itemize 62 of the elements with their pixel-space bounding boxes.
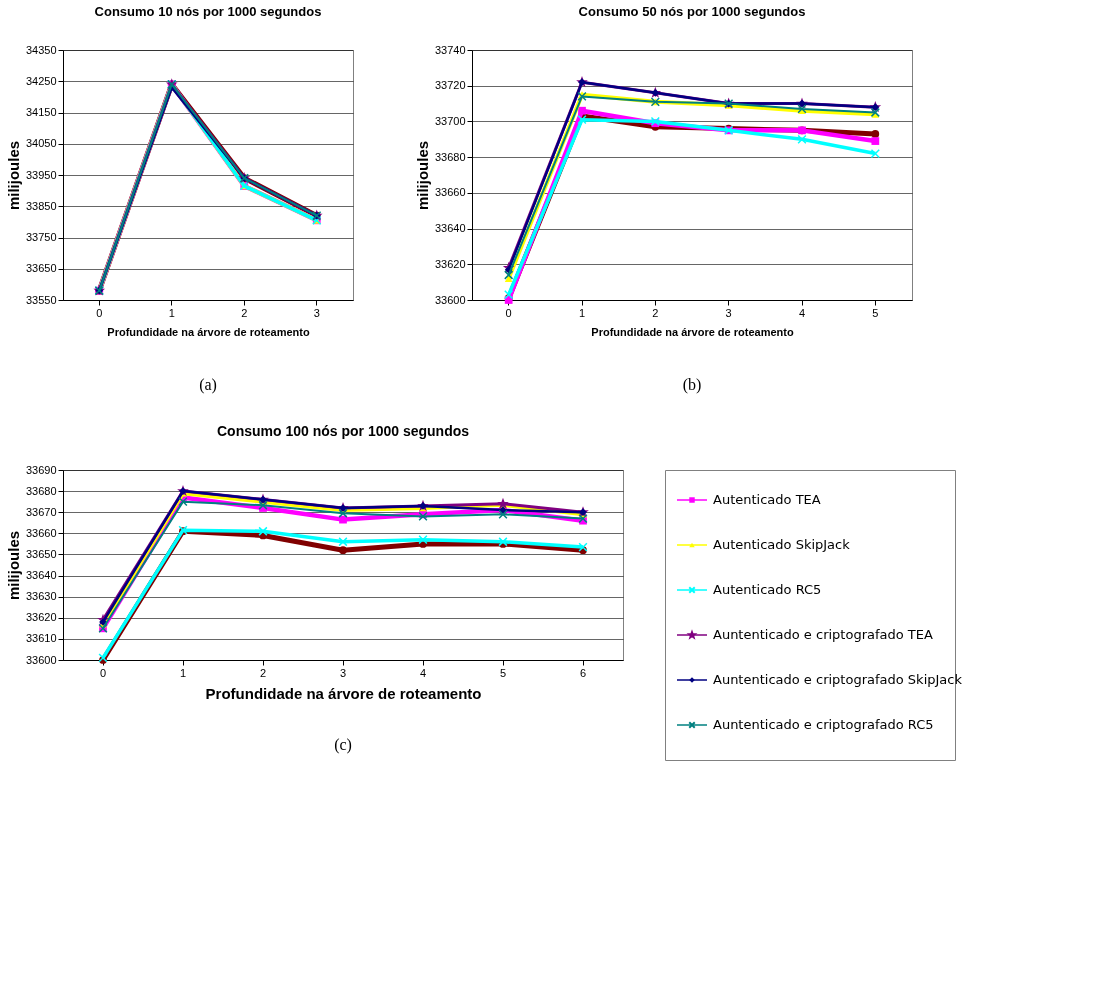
- y-tick-label: 33680: [25, 484, 57, 497]
- y-tick-label: 33600: [25, 653, 57, 666]
- y-tick-label: 34250: [25, 74, 57, 87]
- y-tick-label: 33620: [25, 611, 57, 624]
- y-tick-label: 33610: [25, 632, 57, 645]
- x-axis-title: Profundidade na árvore de roteamento: [107, 325, 310, 338]
- x-axis-title: Profundidade na árvore de roteamento: [205, 684, 482, 702]
- legend-label: Autenticado TEA: [713, 492, 821, 507]
- x-tick-label: 3: [725, 306, 732, 319]
- x-tick-label: 2: [259, 666, 267, 679]
- y-tick-label: 33670: [25, 505, 57, 518]
- x-tick-label: 4: [419, 666, 427, 679]
- y-tick-label: 33630: [25, 590, 57, 603]
- y-tick-label: 34350: [25, 43, 57, 56]
- y-tick-label: 33650: [25, 547, 57, 560]
- y-tick-label: 33640: [25, 569, 57, 582]
- legend-label: Auntenticado e criptografado SkipJack: [713, 672, 963, 687]
- x-tick-label: 3: [313, 306, 320, 319]
- y-tick-label: 33690: [25, 463, 57, 476]
- legend-label: Autenticado RC5: [713, 582, 822, 597]
- y-tick-label: 33600: [434, 293, 466, 306]
- y-tick-label: 33550: [25, 293, 57, 306]
- x-tick-label: 0: [505, 306, 512, 319]
- chart-title: Consumo 100 nós por 1000 segundos: [216, 423, 470, 439]
- y-tick-label: 33680: [434, 150, 466, 163]
- y-axis-title: milijoules: [413, 140, 431, 211]
- x-tick-label: 2: [241, 306, 248, 319]
- y-tick-label: 33740: [434, 43, 466, 56]
- legend-label: Auntenticado e criptografado RC5: [713, 717, 934, 732]
- legend-label: Autenticado SkipJack: [713, 537, 851, 552]
- x-tick-label: 4: [798, 306, 806, 319]
- text: (b): [682, 376, 702, 394]
- y-tick-label: 33700: [434, 114, 466, 127]
- x-tick-label: 5: [872, 306, 879, 319]
- x-axis-title: Profundidade na árvore de roteamento: [591, 325, 794, 338]
- x-tick-label: 5: [499, 666, 507, 679]
- x-tick-label: 0: [99, 666, 107, 679]
- x-tick-label: 0: [96, 306, 103, 319]
- x-tick-label: 1: [578, 306, 586, 319]
- y-tick-label: 33640: [434, 222, 466, 235]
- text: (c): [334, 736, 352, 754]
- y-tick-label: 33950: [25, 168, 57, 181]
- y-axis-title: milijoules: [4, 530, 22, 601]
- y-tick-label: 33620: [434, 257, 466, 270]
- x-tick-label: 3: [339, 666, 347, 679]
- y-tick-label: 33720: [434, 79, 466, 92]
- y-tick-label: 33660: [434, 186, 466, 199]
- chart-title: Consumo 10 nós por 1000 segundos: [94, 4, 322, 19]
- y-tick-label: 33750: [25, 231, 57, 243]
- y-axis-title: milijoules: [4, 140, 22, 211]
- x-tick-label: 1: [179, 666, 187, 679]
- y-tick-label: 34050: [25, 137, 57, 150]
- y-tick-label: 33850: [25, 199, 57, 212]
- chart-title: Consumo 50 nós por 1000 segundos: [578, 4, 806, 19]
- y-tick-label: 33650: [25, 262, 57, 275]
- x-tick-label: 6: [579, 666, 587, 679]
- y-tick-label: 33660: [25, 526, 57, 539]
- y-tick-label: 34150: [25, 106, 57, 118]
- x-tick-label: 1: [168, 306, 175, 319]
- legend-label: Auntenticado e criptografado TEA: [713, 627, 933, 642]
- text: (a): [199, 376, 217, 394]
- x-tick-label: 2: [652, 306, 659, 319]
